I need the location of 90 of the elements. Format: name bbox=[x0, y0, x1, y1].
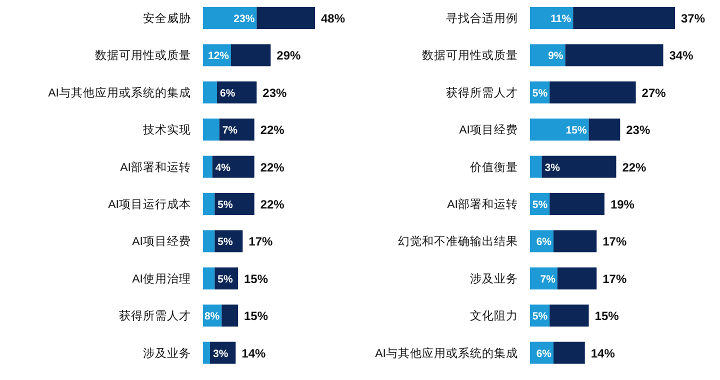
y-tick-label: 安全威胁 bbox=[143, 11, 191, 25]
total-label: 14% bbox=[242, 346, 266, 360]
y-tick-label: AI使用治理 bbox=[132, 272, 191, 286]
y-tick-label: 涉及业务 bbox=[470, 272, 518, 286]
data-label: 23% bbox=[234, 13, 256, 25]
data-label: 5% bbox=[532, 87, 548, 100]
y-tick-label: 文化阻力 bbox=[470, 308, 518, 323]
bar bbox=[203, 7, 257, 29]
total-label: 23% bbox=[626, 123, 650, 138]
y-tick-label: AI项目运行成本 bbox=[108, 198, 191, 211]
total-label: 15% bbox=[244, 272, 268, 286]
data-label: 7% bbox=[222, 124, 238, 137]
bar bbox=[550, 193, 604, 215]
data-label: 5% bbox=[218, 199, 234, 211]
bar bbox=[217, 81, 257, 104]
data-label: 5% bbox=[532, 310, 548, 323]
bar bbox=[542, 156, 616, 178]
bar bbox=[565, 44, 664, 66]
total-label: 22% bbox=[260, 198, 285, 212]
bar bbox=[203, 342, 210, 364]
bar bbox=[557, 267, 597, 290]
bar bbox=[530, 156, 542, 178]
bar bbox=[219, 118, 254, 141]
bar bbox=[550, 304, 589, 327]
bar bbox=[203, 193, 215, 215]
bar bbox=[530, 118, 589, 141]
data-label: 8% bbox=[204, 310, 220, 323]
data-label: 9% bbox=[548, 50, 564, 62]
y-tick-label: 技术实现 bbox=[142, 122, 191, 137]
total-label: 22% bbox=[260, 123, 285, 138]
total-label: 22% bbox=[260, 160, 285, 174]
total-label: 15% bbox=[594, 309, 620, 324]
data-label: 11% bbox=[550, 13, 572, 25]
data-label: 3% bbox=[544, 162, 561, 174]
bar bbox=[203, 267, 215, 290]
total-label: 22% bbox=[622, 160, 647, 174]
bar bbox=[554, 342, 585, 364]
total-label: 17% bbox=[602, 234, 627, 249]
bar bbox=[203, 156, 212, 178]
bar bbox=[222, 304, 238, 327]
y-tick-label: AI项目经费 bbox=[132, 235, 191, 248]
data-label: 6% bbox=[536, 236, 552, 248]
bar bbox=[573, 7, 675, 29]
bar bbox=[203, 118, 220, 141]
data-label: 3% bbox=[213, 348, 229, 360]
bar bbox=[256, 7, 315, 29]
data-label: 4% bbox=[215, 162, 232, 174]
bar bbox=[203, 81, 217, 104]
total-label: 15% bbox=[244, 309, 268, 324]
total-label: 17% bbox=[248, 234, 274, 249]
data-label: 6% bbox=[220, 87, 236, 100]
y-tick-label: 数据可用性或质量 bbox=[95, 49, 191, 62]
y-tick-label: 幻觉和不准确输出结果 bbox=[398, 235, 518, 248]
y-tick-label: 获得所需人才 bbox=[446, 86, 518, 100]
total-label: 23% bbox=[262, 86, 288, 100]
data-label: 5% bbox=[218, 273, 234, 286]
bar bbox=[530, 44, 566, 66]
bar bbox=[203, 230, 215, 252]
bar bbox=[212, 156, 254, 178]
total-label: 48% bbox=[321, 12, 346, 26]
total-label: 37% bbox=[681, 12, 706, 26]
total-label: 29% bbox=[276, 48, 302, 63]
total-label: 27% bbox=[642, 86, 666, 100]
y-tick-label: AI部署和运转 bbox=[447, 197, 518, 211]
data-label: 6% bbox=[536, 348, 552, 360]
total-label: 19% bbox=[610, 198, 635, 212]
total-label: 14% bbox=[590, 346, 616, 360]
total-label: 34% bbox=[669, 48, 694, 63]
data-label: 5% bbox=[218, 236, 234, 248]
y-tick-label: 寻找合适用例 bbox=[446, 12, 518, 25]
data-label: 5% bbox=[532, 199, 548, 211]
y-tick-label: 获得所需人才 bbox=[119, 310, 191, 323]
y-tick-label: 数据可用性或质量 bbox=[422, 49, 518, 62]
y-tick-label: AI部署和运转 bbox=[120, 160, 191, 174]
bar bbox=[550, 81, 636, 104]
data-label: 15% bbox=[566, 124, 588, 137]
y-tick-label: AI与其他应用或系统的集成 bbox=[48, 85, 191, 100]
data-label: 12% bbox=[208, 50, 230, 62]
bar bbox=[214, 193, 254, 215]
bar bbox=[530, 7, 574, 29]
bar bbox=[588, 118, 620, 141]
total-label: 17% bbox=[602, 272, 627, 286]
y-tick-label: 涉及业务 bbox=[143, 346, 191, 360]
y-tick-label: 价值衡量 bbox=[469, 160, 518, 174]
bar bbox=[530, 267, 558, 290]
bar bbox=[231, 44, 271, 66]
y-tick-label: AI项目经费 bbox=[459, 124, 518, 137]
y-tick-label: AI与其他应用或系统的集成 bbox=[375, 346, 518, 360]
data-label: 7% bbox=[540, 273, 556, 286]
bar bbox=[554, 230, 597, 252]
